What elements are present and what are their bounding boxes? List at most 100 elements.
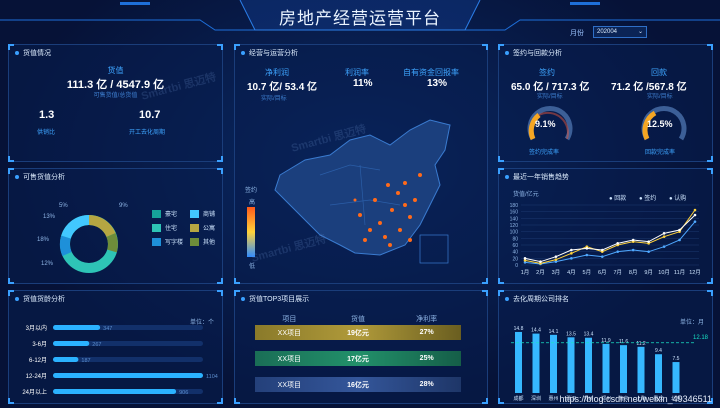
col-value: 货值 (351, 315, 365, 323)
value-label: 347 (103, 326, 112, 332)
x-tick-label: 9月 (644, 269, 653, 276)
bar[interactable] (672, 362, 680, 393)
value-label: 13.5 (566, 331, 576, 337)
pay-sub: 实际/目标 (647, 94, 673, 100)
month-label: 月份 (570, 30, 584, 37)
y-tick-label: 140 (510, 216, 519, 222)
panel-title: 最近一年销售趋势 (505, 172, 569, 182)
y-tick-label: 20 (512, 256, 518, 262)
value-label: 11.2 (636, 341, 646, 347)
data-point (662, 245, 666, 248)
bar[interactable] (53, 373, 203, 378)
bar[interactable] (53, 341, 90, 346)
legend-label: 其他 (203, 240, 216, 246)
category-label: 3-6月 (32, 341, 47, 348)
legend-item[interactable]: ● 认购 (669, 196, 687, 202)
x-tick-label: 4月 (567, 269, 576, 276)
y-tick-label: 0 (515, 263, 518, 269)
value-label: 14.4 (531, 328, 541, 334)
map-legend-title: 签约 (245, 188, 258, 194)
aging-chart: 3月以内 347 3-6月 267 6-12月 187 12-24月 1104 24月以上 906 (22, 324, 218, 396)
cell-name: XX项目 (277, 329, 301, 337)
bar-track (53, 341, 203, 346)
x-tick-label: 10月 (658, 269, 670, 276)
category-label: 重庆 (653, 395, 663, 402)
category-label: 3月以内 (26, 324, 47, 332)
data-point (570, 248, 573, 252)
legend-item[interactable]: ● 回款 (609, 196, 627, 202)
table-row[interactable]: XX项目 19亿元 27% (255, 325, 461, 340)
legend-item[interactable]: 住宅 (152, 223, 177, 232)
rank-avg: 12.18 (692, 335, 708, 341)
value-label: 9.4 (655, 348, 662, 354)
panel-title: 货值货龄分析 (15, 294, 65, 304)
table-row[interactable]: XX项目 16亿元 28% (255, 377, 461, 392)
legend-item[interactable]: 商铺 (190, 209, 215, 218)
bar[interactable] (637, 346, 645, 393)
bar[interactable] (602, 343, 610, 393)
month-select[interactable]: 202004 ⌄ (593, 26, 647, 38)
bar[interactable] (585, 337, 592, 393)
legend-item[interactable]: 其他 (190, 237, 215, 246)
panel-title: 经营与运营分析 (241, 48, 298, 58)
china-map[interactable] (260, 105, 470, 275)
panel-aging: 货值货龄分析 单位：个 3月以内 347 3-6月 267 6-12月 187 12-24月… (8, 290, 223, 404)
legend-item[interactable]: ● 签约 (639, 196, 657, 202)
bar[interactable] (620, 345, 627, 393)
donut-slice (61, 214, 90, 239)
bar[interactable] (655, 354, 662, 393)
donut-label: 18% (37, 237, 50, 243)
forsale-donut (59, 214, 118, 273)
bar[interactable] (53, 325, 101, 330)
x-tick-label: 1月 (521, 269, 530, 276)
bar[interactable] (567, 337, 575, 393)
series-line (524, 221, 696, 265)
bar[interactable] (53, 357, 79, 362)
stock-ratio: 1.3 (39, 109, 55, 121)
donut-label: 5% (59, 203, 68, 209)
data-point (600, 248, 604, 252)
data-point (647, 240, 650, 243)
bar[interactable] (532, 333, 540, 393)
bar[interactable] (53, 389, 177, 394)
margin-label: 利润率 (345, 68, 369, 77)
sign-gauge (527, 106, 573, 141)
profit-value: 10.7 亿/ 53.4 亿 (247, 82, 318, 93)
legend-label: 住宅 (165, 226, 178, 232)
series-line (524, 214, 696, 263)
sign-label: 签约 (539, 68, 555, 77)
legend-swatch (152, 237, 161, 246)
data-point (554, 258, 558, 261)
category-label: 上海 (636, 395, 646, 402)
bar-track (53, 357, 203, 362)
legend-item[interactable]: 写字楼 (152, 237, 183, 246)
cell-name: XX项目 (277, 355, 301, 363)
donut-slice (88, 215, 116, 238)
legend-item[interactable]: 公寓 (190, 223, 215, 232)
panel-top3: 货值TOP3项目展示 项目 货值 净利率 XX项目 19亿元 27% XX项目 … (234, 290, 488, 404)
y-tick-label: 120 (510, 223, 519, 229)
bar[interactable] (515, 331, 522, 393)
cell-rate: 25% (419, 355, 434, 362)
map-legend-bar (247, 207, 255, 257)
panel-title: 可售货值分析 (15, 172, 65, 182)
legend-swatch (190, 223, 199, 232)
cell-value: 19亿元 (347, 329, 369, 337)
value-label: 11.9 (601, 338, 611, 344)
legend-item[interactable]: 豪宅 (152, 209, 177, 218)
legend-label: 公寓 (203, 226, 216, 232)
bar[interactable] (550, 334, 557, 393)
data-point (523, 261, 527, 264)
category-label: 武汉 (566, 395, 576, 402)
header: 房地产经营运营平台 月份 202004 ⌄ (0, 0, 720, 38)
donut-label: 12% (41, 261, 54, 267)
sign-pct: 9.1% (535, 119, 556, 129)
cell-rate: 28% (419, 381, 434, 388)
table-row[interactable]: XX项目 17亿元 25% (255, 351, 461, 366)
aging-unit: 单位：个 (189, 320, 214, 326)
data-point (570, 252, 573, 255)
data-point (678, 228, 681, 232)
legend-label: 豪宅 (165, 212, 178, 218)
panel-rank: 去化周期公司排名 单位：月 14.8 成都 14.4 深圳 14.1 惠州 13.5 武汉 13… (498, 290, 713, 404)
